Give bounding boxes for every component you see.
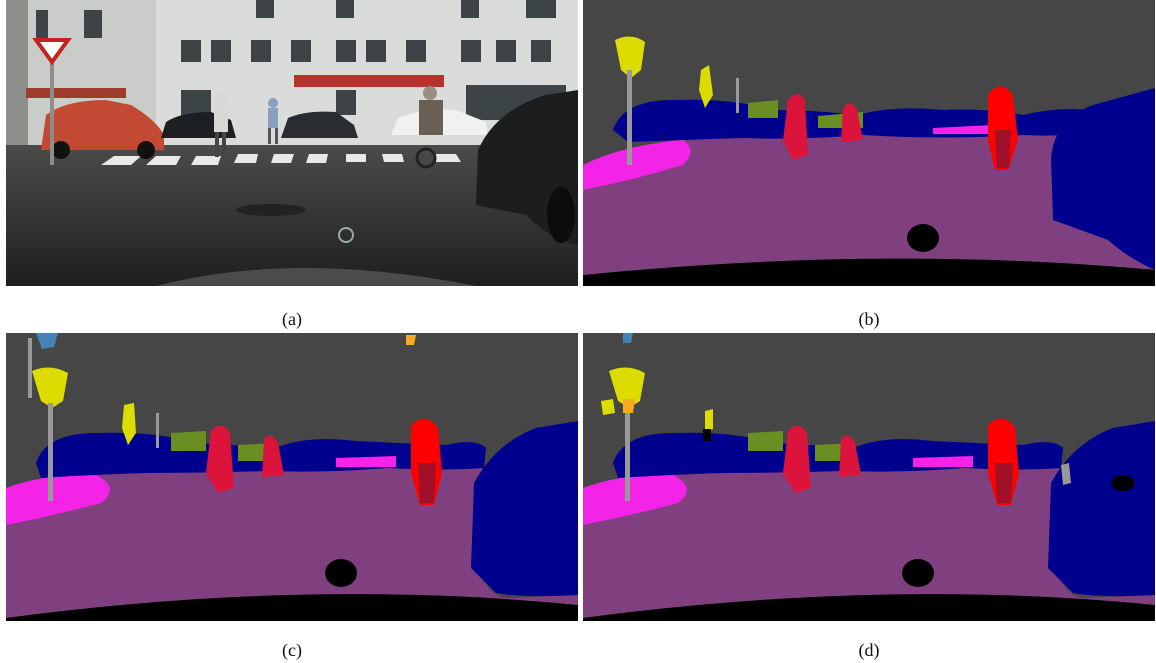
car-hood [156,268,476,286]
road-region [583,130,1155,275]
person-region [783,425,811,493]
sidewalk-region [583,140,691,190]
cyclist [415,86,443,169]
segmentation-map-b [583,0,1155,286]
sidewalk-region [6,474,110,525]
car-region-right [471,421,578,597]
sidewalk-region [583,474,687,525]
segmentation-map-d [583,333,1155,621]
pole-region [625,413,630,501]
void-region [325,559,357,587]
sky-region [623,333,633,343]
pedestrian [214,92,228,157]
segmentation-map-c [6,333,578,621]
pedestrian-2 [268,98,278,144]
traffic-sign-region [609,367,645,408]
segmentation-image-b [583,0,1155,286]
void-region [902,559,934,587]
traffic-sign-region [615,36,645,78]
segmentation-image-d [583,333,1155,621]
hood-void-region [6,594,578,621]
crosswalk [101,154,461,165]
traffic-sign-region [32,367,68,408]
street-scene-photo [6,0,578,286]
hood-void-region [583,258,1155,286]
sky-region [36,333,58,349]
hood-void-region [583,594,1155,621]
sign-pole [50,40,54,165]
shop-sign [294,75,444,87]
vegetation-region [171,431,206,451]
segmentation-image-c [6,333,578,621]
road-region [6,463,578,618]
dark-car [281,111,358,138]
caption-a: (a) [282,309,302,329]
pole-region [627,70,632,165]
road-region [583,463,1155,618]
caption-c: (c) [282,640,302,660]
car-region-right [1048,421,1155,597]
car-region-right [1051,88,1155,270]
caption-b: (b) [858,309,880,329]
person-region [783,94,808,160]
person-region-2 [841,103,863,142]
caption-d: (d) [858,640,880,660]
yield-sign [32,38,72,66]
pole-region [48,403,53,501]
void-region [907,224,939,252]
red-car [41,100,164,150]
street-scene-image [6,0,578,286]
rider-region [988,86,1018,170]
vegetation-region [748,431,783,451]
vegetation-region [748,100,778,118]
pillar [6,0,28,170]
person-region [206,425,234,493]
